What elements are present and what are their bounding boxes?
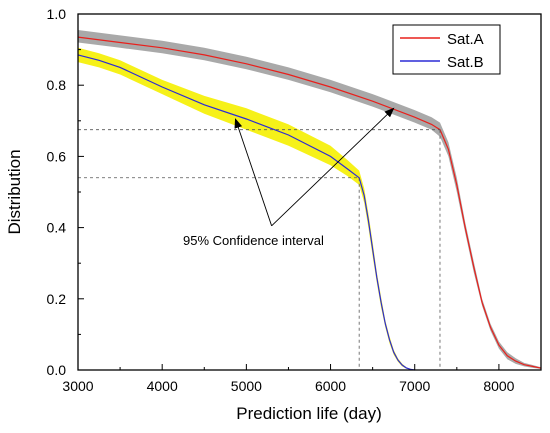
confidence-bands: [78, 30, 541, 371]
y-tick-label-0: 0.0: [47, 362, 67, 378]
x-tick-label-6000: 6000: [315, 378, 346, 394]
x-axis-ticks: 3000 4000 5000 6000 7000 8000: [62, 364, 515, 394]
annotation-arrow-1: [271, 107, 395, 227]
y-axis-title: Distribution: [5, 149, 24, 234]
x-axis-title: Prediction life (day): [236, 404, 382, 423]
legend-label-sat-a: Sat.A: [447, 31, 484, 48]
sat-b-confidence-band: [78, 47, 415, 371]
annotation-arrow-0: [234, 118, 273, 226]
x-tick-label-4000: 4000: [147, 378, 178, 394]
annotation-text: 95% Confidence interval: [183, 233, 324, 248]
y-tick-label-5: 1.0: [47, 6, 67, 22]
sat-a-line: [77, 36, 542, 369]
y-tick-label-1: 0.2: [47, 291, 67, 307]
series-lines: [77, 36, 542, 371]
y-tick-label-4: 0.8: [47, 77, 67, 93]
x-tick-label-8000: 8000: [483, 378, 514, 394]
x-tick-label-7000: 7000: [399, 378, 430, 394]
sat-a-confidence-band: [78, 30, 541, 369]
legend: Sat.A Sat.B: [392, 24, 501, 75]
y-tick-label-3: 0.6: [47, 148, 67, 164]
y-tick-label-2: 0.4: [47, 220, 67, 236]
x-tick-label-3000: 3000: [62, 378, 93, 394]
sat-b-line: [77, 54, 415, 371]
legend-box: [392, 24, 501, 75]
legend-label-sat-b: Sat.B: [447, 54, 484, 71]
x-tick-label-5000: 5000: [231, 378, 262, 394]
y-axis-ticks: 0.0 0.2 0.4 0.6 0.8 1.0: [47, 6, 84, 378]
confidence-annotation: 95% Confidence interval: [183, 107, 395, 248]
reference-lines: [78, 129, 441, 370]
